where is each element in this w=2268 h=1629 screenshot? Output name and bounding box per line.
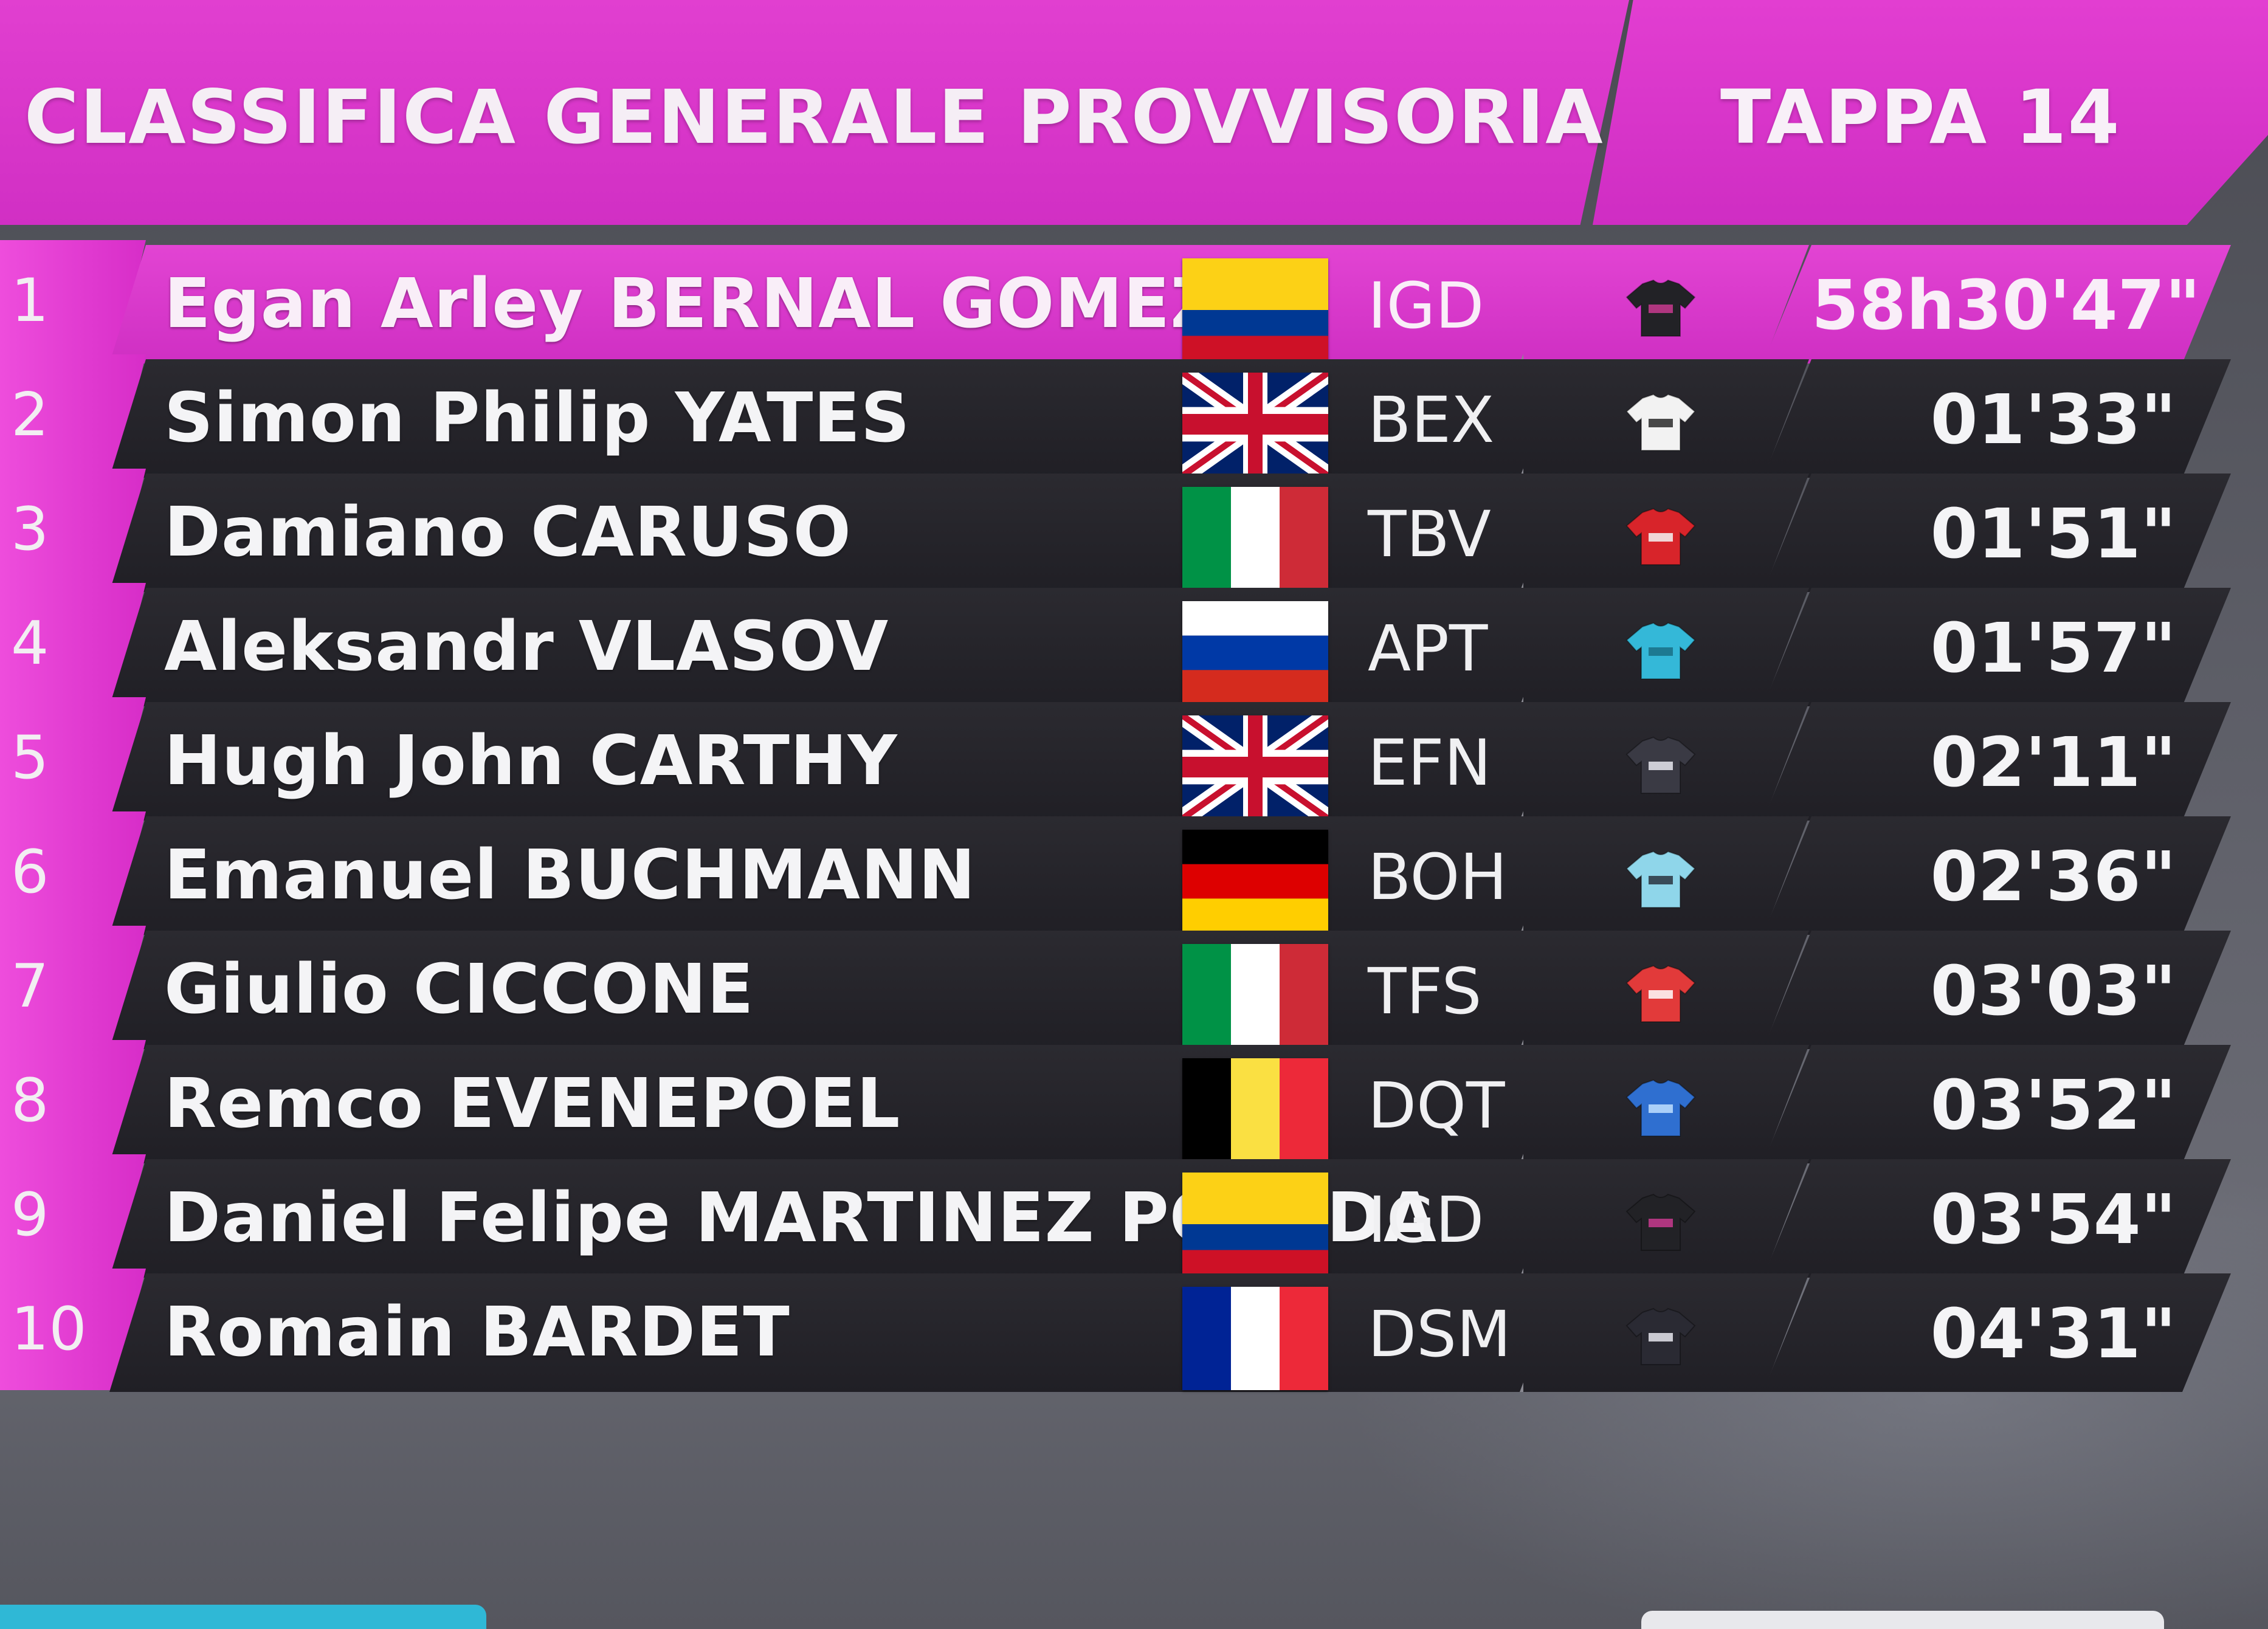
page-title: CLASSIFICA GENERALE PROVVISORIA [24,74,1604,160]
team-code: IGD [1368,269,1484,343]
jersey-checkered-icon [1624,735,1697,796]
rank-number: 5 [11,723,49,793]
team-code: DQT [1368,1069,1505,1143]
time-gap: 03'03" [1930,952,2176,1031]
rank-number: 7 [11,952,49,1021]
jersey-redwhite-icon [1624,963,1697,1024]
rank-number: 10 [11,1295,87,1364]
time-gap: 01'57" [1930,609,2176,688]
time-panel [1763,931,2231,1049]
rank-number: 3 [11,495,49,564]
table-row: 4 Aleksandr VLASOV APT 01'57" [0,583,2268,714]
rider-name: Romain BARDET [164,1293,790,1372]
time-panel [1763,588,2231,706]
germany-flag-icon [1182,830,1328,933]
table-row: 8 Remco EVENEPOEL DQT 03'52" [0,1040,2268,1171]
time-panel [1763,474,2231,592]
bottom-left-tab [0,1605,486,1629]
jersey-blue-icon [1624,1078,1697,1138]
rider-name: Emanuel BUCHMANN [164,836,976,915]
rank-number: 2 [11,381,49,450]
time-gap: 01'33" [1930,381,2176,460]
jersey-striped-icon [1624,1306,1697,1367]
jersey-black-icon [1624,1192,1697,1253]
rider-name: Simon Philip YATES [164,379,911,458]
jersey-turquoise-icon [1624,621,1697,681]
team-code: APT [1368,611,1488,686]
table-row: 5 Hugh John CARTHY EFN 02'11" [0,697,2268,828]
time-gap: 02'11" [1930,723,2176,802]
jersey-lightblue-icon [1624,849,1697,910]
time-gap: 02'36" [1930,838,2176,917]
rider-name: Remco EVENEPOEL [164,1064,901,1143]
rider-name: Damiano CARUSO [164,493,852,572]
time-gap: 04'31" [1930,1295,2176,1374]
time-gap: 03'52" [1930,1066,2176,1145]
belgium-flag-icon [1182,1058,1328,1162]
time-panel [1763,1159,2231,1278]
italy-flag-icon [1182,487,1328,590]
table-row: 1 Egan Arley BERNAL GOMEZ IGD 58h30'47" [0,240,2268,371]
time-panel [1763,245,2231,363]
table-row: 3 Damiano CARUSO TBV 01'51" [0,469,2268,599]
time-gap: 58h30'47" [1811,266,2201,345]
colombia-flag-icon [1182,1173,1328,1276]
rider-name: Egan Arley BERNAL GOMEZ [164,264,1221,343]
united-kingdom-flag-icon [1179,706,1332,828]
rank-number: 4 [11,609,49,678]
time-panel [1763,702,2231,821]
stage-label: TAPPA 14 [1720,74,2121,160]
time-panel [1763,359,2231,478]
colombia-flag-icon [1182,258,1328,362]
rider-name: Giulio CICCONE [164,950,754,1029]
team-code: DSM [1368,1297,1511,1371]
rank-number: 6 [11,838,49,907]
team-code: TBV [1368,497,1491,571]
rider-name: Daniel Felipe MARTINEZ POVEDA [164,1179,1437,1258]
table-row: 10 Romain BARDET DSM 04'31" [0,1269,2268,1399]
table-row: 9 Daniel Felipe MARTINEZ POVEDA IGD 03'54" [0,1154,2268,1285]
rank-number: 1 [11,266,49,336]
team-code: EFN [1368,726,1492,800]
time-panel [1763,1045,2231,1163]
team-code: BEX [1368,383,1495,457]
jersey-black-icon [1624,278,1697,339]
header-bar [0,0,1629,225]
rider-name: Aleksandr VLASOV [164,607,889,686]
time-panel [1763,1273,2231,1392]
table-row: 2 Simon Philip YATES BEX 01'33" [0,354,2268,486]
table-row: 7 Giulio CICCONE TFS 03'03" [0,926,2268,1056]
rider-name: Hugh John CARTHY [164,722,898,801]
italy-flag-icon [1182,944,1328,1047]
time-gap: 03'54" [1930,1180,2176,1259]
rank-number: 9 [11,1180,49,1250]
team-code: TFS [1368,954,1482,1028]
time-panel [1763,816,2231,935]
header-stage-panel [1593,0,2268,225]
time-gap: 01'51" [1930,495,2176,574]
rank-number: 8 [11,1066,49,1135]
jersey-white-icon [1624,392,1697,453]
united-kingdom-flag-icon [1179,363,1332,486]
table-row: 6 Emanuel BUCHMANN BOH 02'36" [0,811,2268,942]
france-flag-icon [1182,1287,1328,1390]
russia-flag-icon [1182,601,1328,704]
team-code: IGD [1368,1183,1484,1257]
jersey-red-icon [1624,506,1697,567]
bottom-right-tab [1641,1611,2164,1629]
team-code: BOH [1368,840,1508,914]
